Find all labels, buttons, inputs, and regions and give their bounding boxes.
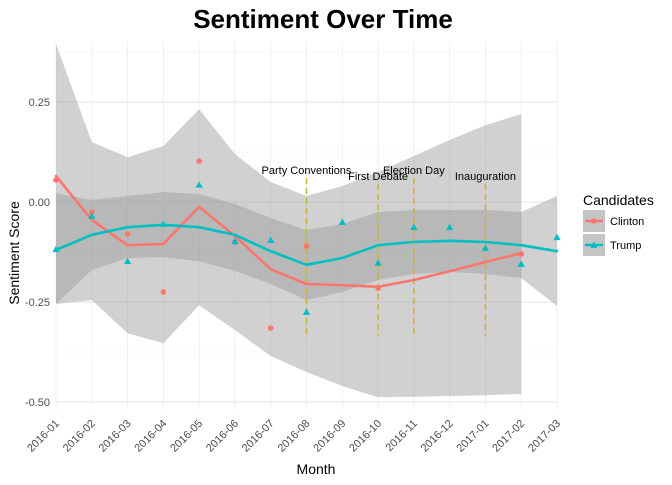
x-tick-label: 2016-05 [168, 418, 205, 455]
x-tick-label: 2017-01 [455, 418, 492, 455]
data-point-trump [481, 244, 490, 251]
x-tick-label: 2016-10 [347, 418, 384, 455]
y-tick-label: -0.50 [25, 397, 50, 409]
annotation-label: Election Day [383, 165, 445, 177]
legend-label-trump: Trump [610, 240, 641, 252]
data-point-trump [338, 218, 346, 225]
y-axis-label: Sentiment Score [6, 201, 22, 305]
data-point-trump [517, 260, 525, 267]
x-tick-label: 2016-09 [311, 418, 348, 455]
x-tick-label: 2017-03 [526, 418, 563, 455]
y-tick-label: -0.25 [25, 297, 50, 309]
smooth-line-clinton [54, 174, 523, 289]
smooth-line-trump [54, 223, 559, 267]
data-points [52, 158, 561, 331]
y-tick-label: 0.25 [29, 97, 50, 109]
legend-entries: Clinton Trump [583, 210, 644, 256]
y-tick-label: 0.00 [29, 197, 50, 209]
chart-title: Sentiment Over Time [193, 4, 453, 34]
x-tick-label: 2017-02 [490, 418, 527, 455]
x-tick-label: 2016-02 [61, 418, 98, 455]
annotation-label: Inauguration [455, 171, 516, 183]
legend-marker-clinton [591, 218, 597, 224]
data-point-trump [231, 237, 239, 245]
x-tick-label: 2016-12 [419, 418, 456, 455]
data-point-clinton [124, 231, 131, 237]
x-tick-label: 2016-03 [97, 418, 134, 455]
legend: Candidates Clinton Trump [583, 192, 654, 256]
x-tick-label: 2016-07 [240, 418, 277, 455]
x-tick-label: 2016-01 [25, 418, 62, 455]
annotation-label: First Debate [348, 171, 408, 183]
legend-marker-trump [590, 241, 598, 248]
data-point-clinton [375, 285, 381, 291]
legend-label-clinton: Clinton [610, 216, 644, 228]
data-point-clinton [303, 243, 310, 249]
x-tick-label: 2016-11 [384, 418, 420, 454]
data-point-trump [410, 223, 418, 231]
data-point-clinton [53, 177, 59, 183]
data-point-trump [159, 220, 167, 227]
data-point-clinton [267, 325, 274, 331]
data-point-clinton [518, 251, 525, 257]
data-point-clinton [160, 289, 167, 295]
data-point-trump [374, 259, 382, 266]
legend-title: Candidates [583, 192, 654, 208]
smooth-lines [54, 174, 559, 289]
x-tick-label: 2016-08 [276, 418, 313, 455]
data-point-clinton [88, 209, 95, 215]
data-point-trump [52, 245, 60, 253]
data-point-trump [553, 233, 561, 241]
x-tick-label: 2016-06 [204, 418, 241, 455]
data-point-trump [123, 257, 132, 265]
x-axis-label: Month [297, 461, 336, 477]
data-point-clinton [196, 158, 202, 164]
x-tick-label: 2016-04 [132, 418, 169, 455]
data-point-trump [88, 212, 96, 219]
annotation-label: Party Conventions [262, 165, 352, 177]
data-point-trump [446, 223, 454, 231]
data-point-trump [195, 181, 203, 188]
data-point-trump [267, 236, 275, 243]
data-point-trump [302, 308, 311, 315]
confidence-band-clinton [56, 44, 522, 398]
